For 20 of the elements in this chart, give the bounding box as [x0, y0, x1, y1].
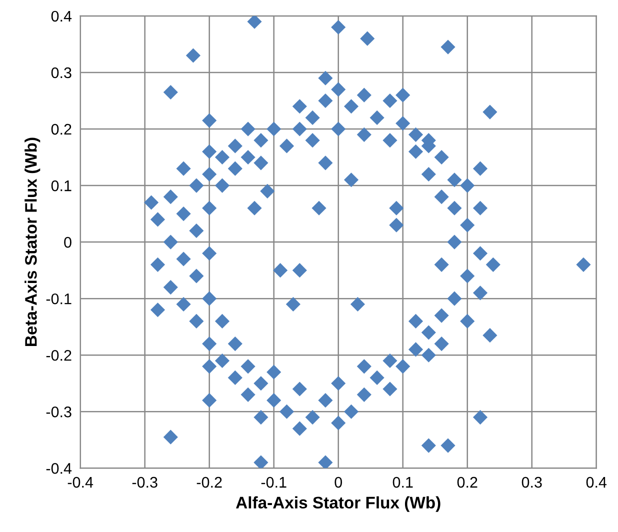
y-tick-label: -0.1	[46, 293, 72, 304]
y-axis-title: Beta-Axis Stator Flux (Wb)	[24, 138, 40, 346]
x-axis-title: Alfa-Axis Stator Flux (Wb)	[236, 496, 440, 512]
x-tick-label: 0.1	[392, 476, 413, 488]
x-tick-label: 0	[334, 476, 342, 488]
y-tick-label: 0.2	[51, 124, 72, 135]
x-tick-label: -0.3	[132, 476, 158, 488]
x-tick-label: -0.1	[261, 476, 286, 488]
y-tick-label: 0.1	[51, 180, 72, 192]
y-tick-label: -0.4	[46, 463, 72, 474]
y-tick-label: 0	[64, 236, 72, 248]
x-tick-label: 0.2	[457, 476, 478, 488]
y-tick-label: 0.4	[51, 10, 72, 22]
y-tick-label: -0.3	[46, 406, 72, 418]
x-tick-label: -0.2	[196, 476, 222, 488]
y-tick-label: -0.2	[46, 350, 72, 361]
x-tick-label: -0.4	[68, 476, 94, 488]
y-tick-label: 0.3	[51, 67, 72, 78]
x-tick-label: 0.3	[522, 476, 542, 488]
x-tick-label: 0.4	[586, 476, 607, 488]
